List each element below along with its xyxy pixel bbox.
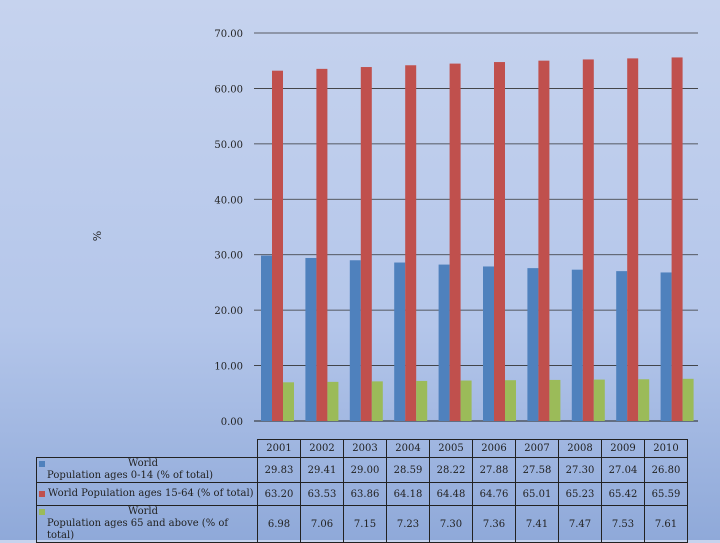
series-name-line1: World Population ages 15-64 (% of total) [48, 488, 254, 499]
bar-2010-series-1 [671, 57, 683, 421]
series-name-line1: World [128, 506, 158, 517]
bar-2004-series-2 [416, 380, 428, 421]
bar-2001-series-1 [272, 70, 283, 421]
table-header-row: 2001 2002 2003 2004 2005 2006 2007 2008 2009 2010 [37, 439, 688, 458]
table-cell: 7.06 [300, 505, 344, 543]
legend-swatch [39, 509, 45, 515]
y-tick-label: 30.00 [214, 251, 243, 262]
table-row: World Population ages 15-64 (% of total)… [36, 482, 688, 506]
data-table: 2001 2002 2003 2004 2005 2006 2007 2008 2009 2010… [36, 439, 688, 543]
series-label: World Population ages 65 and above (% of… [36, 505, 258, 543]
table-cell: 7.23 [386, 505, 430, 543]
table-cell: 7.30 [429, 505, 473, 543]
legend-swatch [39, 491, 45, 497]
table-cell: 65.42 [601, 482, 645, 506]
bar-2005-series-2 [460, 380, 472, 421]
series-name-line2: Population ages 65 and above (% of total… [47, 518, 229, 541]
category-header: 2004 [386, 439, 430, 458]
y-tick-label: 50.00 [214, 140, 243, 151]
bar-2008-series-0 [571, 269, 583, 421]
table-cell: 6.98 [257, 505, 301, 543]
legend-swatch [39, 461, 45, 467]
y-axis-ticks: 0.00 10.00 20.00 30.00 40.00 50.00 60.00 70.00 [214, 29, 243, 428]
table-cell: 7.61 [644, 505, 688, 543]
category-header: 2005 [429, 439, 473, 458]
bar-2005-series-1 [449, 63, 461, 422]
series-label: World Population ages 0-14 (% of total) [36, 457, 258, 483]
y-axis-title: % [91, 231, 104, 241]
table-cell: 7.47 [558, 505, 602, 543]
bar-2001-series-0 [261, 255, 272, 421]
table-cell: 63.20 [257, 482, 301, 506]
table-cell: 65.01 [515, 482, 559, 506]
bar-2006-series-1 [494, 62, 505, 422]
bar-2004-series-0 [394, 262, 406, 421]
table-cell: 64.18 [386, 482, 430, 506]
category-header: 2009 [601, 439, 645, 458]
bar-2002-series-1 [316, 68, 328, 421]
table-cell: 64.48 [429, 482, 473, 506]
table-cell: 26.80 [644, 457, 688, 483]
bar-2008-series-2 [593, 379, 605, 421]
table-cell: 27.58 [515, 457, 559, 483]
table-cell: 7.15 [343, 505, 387, 543]
bar-2001-series-2 [283, 382, 294, 421]
category-header: 2006 [472, 439, 516, 458]
table-cell: 64.76 [472, 482, 516, 506]
bar-2008-series-1 [582, 59, 594, 422]
series-label: World Population ages 15-64 (% of total) [36, 482, 258, 506]
y-tick-label: 40.00 [214, 195, 243, 206]
table-cell: 7.41 [515, 505, 559, 543]
table-cell: 29.41 [300, 457, 344, 483]
bar-2002-series-0 [305, 257, 317, 421]
bar-2010-series-2 [682, 378, 694, 421]
category-header: 2003 [343, 439, 387, 458]
bar-2009-series-2 [638, 379, 650, 421]
table-row: World Population ages 65 and above (% of… [36, 505, 688, 543]
table-cell: 63.53 [300, 482, 344, 506]
bar-2005-series-0 [438, 264, 450, 421]
bar-2006-series-0 [483, 266, 494, 421]
table-cell: 29.83 [257, 457, 301, 483]
y-tick-label: 20.00 [214, 306, 243, 317]
y-tick-label: 0.00 [221, 417, 243, 428]
bar-2003-series-2 [371, 381, 383, 421]
category-header: 2010 [644, 439, 688, 458]
category-header: 2001 [257, 439, 301, 458]
bar-2007-series-2 [549, 379, 561, 421]
bar-2002-series-2 [327, 381, 339, 421]
table-cell: 29.00 [343, 457, 387, 483]
category-header: 2008 [558, 439, 602, 458]
bar-2003-series-0 [349, 260, 361, 421]
bar-2004-series-1 [405, 65, 417, 421]
y-tick-label: 10.00 [214, 362, 243, 373]
bar-2007-series-0 [527, 268, 539, 421]
series-name-line2: Population ages 0-14 (% of total) [47, 470, 214, 481]
table-cell: 7.53 [601, 505, 645, 543]
table-cell: 63.86 [343, 482, 387, 506]
bar-2006-series-2 [505, 380, 516, 421]
table-cell: 7.36 [472, 505, 516, 543]
table-cell: 28.22 [429, 457, 473, 483]
table-cell: 27.30 [558, 457, 602, 483]
table-cell: 27.88 [472, 457, 516, 483]
y-tick-label: 70.00 [214, 29, 243, 40]
bar-2010-series-0 [660, 272, 672, 421]
y-tick-label: 60.00 [214, 84, 243, 95]
series-name-line1: World [128, 458, 158, 469]
bar-2007-series-1 [538, 60, 550, 422]
table-row: World Population ages 0-14 (% of total) … [36, 457, 688, 483]
bar-2009-series-1 [627, 58, 639, 421]
category-header: 2002 [300, 439, 344, 458]
table-cell: 65.23 [558, 482, 602, 506]
table-corner [37, 440, 258, 458]
category-header: 2007 [515, 439, 559, 458]
table-cell: 28.59 [386, 457, 430, 483]
table-cell: 27.04 [601, 457, 645, 483]
bar-2009-series-0 [616, 271, 628, 421]
bars [261, 57, 694, 422]
bar-2003-series-1 [360, 67, 372, 421]
table-cell: 65.59 [644, 482, 688, 506]
